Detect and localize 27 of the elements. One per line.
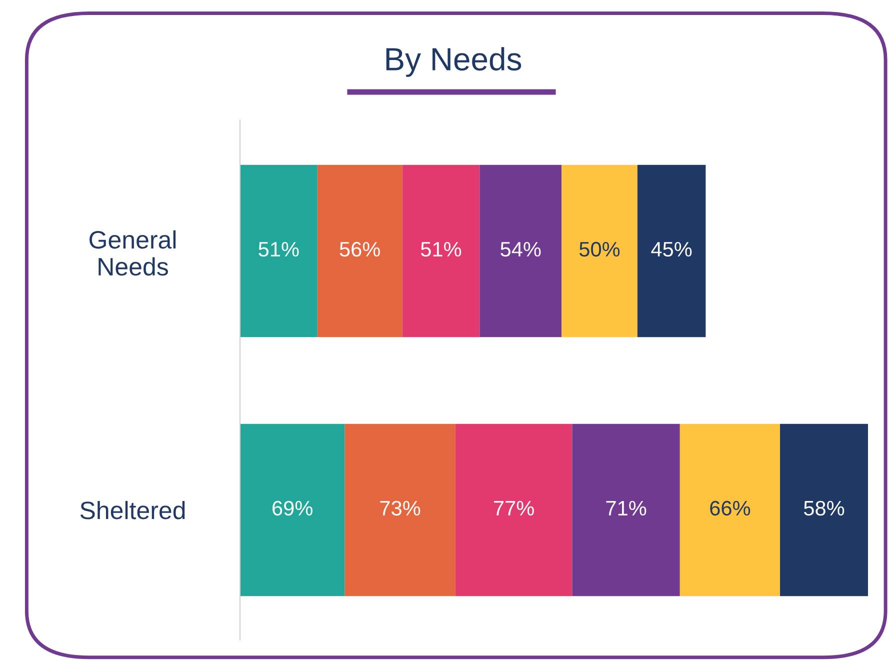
data-label: 69% <box>272 500 312 516</box>
data-label: 54% <box>500 242 541 257</box>
data-label: 73% <box>380 500 420 516</box>
bar <box>455 424 572 596</box>
bar <box>572 424 680 596</box>
chart-title: By Needs <box>386 47 522 77</box>
data-label: 56% <box>340 242 380 257</box>
bar <box>317 164 402 338</box>
data-label: 58% <box>804 500 844 516</box>
data-label: 71% <box>606 500 646 516</box>
bar <box>480 164 562 338</box>
data-label: 51% <box>258 242 299 257</box>
bar <box>562 164 638 338</box>
data-label: 50% <box>579 242 620 257</box>
bar <box>680 424 780 596</box>
y-tick-label: General Needs <box>90 230 176 276</box>
data-label: 51% <box>420 242 462 257</box>
bar <box>240 424 345 596</box>
data-label: 66% <box>710 500 750 516</box>
bar <box>240 164 318 338</box>
data-label: 45% <box>651 242 692 257</box>
bar <box>637 164 706 338</box>
bar <box>344 424 456 596</box>
bar <box>780 424 868 596</box>
data-label: 77% <box>494 500 534 516</box>
y-tick-label: Sheltered <box>80 500 185 520</box>
bar <box>402 164 480 338</box>
